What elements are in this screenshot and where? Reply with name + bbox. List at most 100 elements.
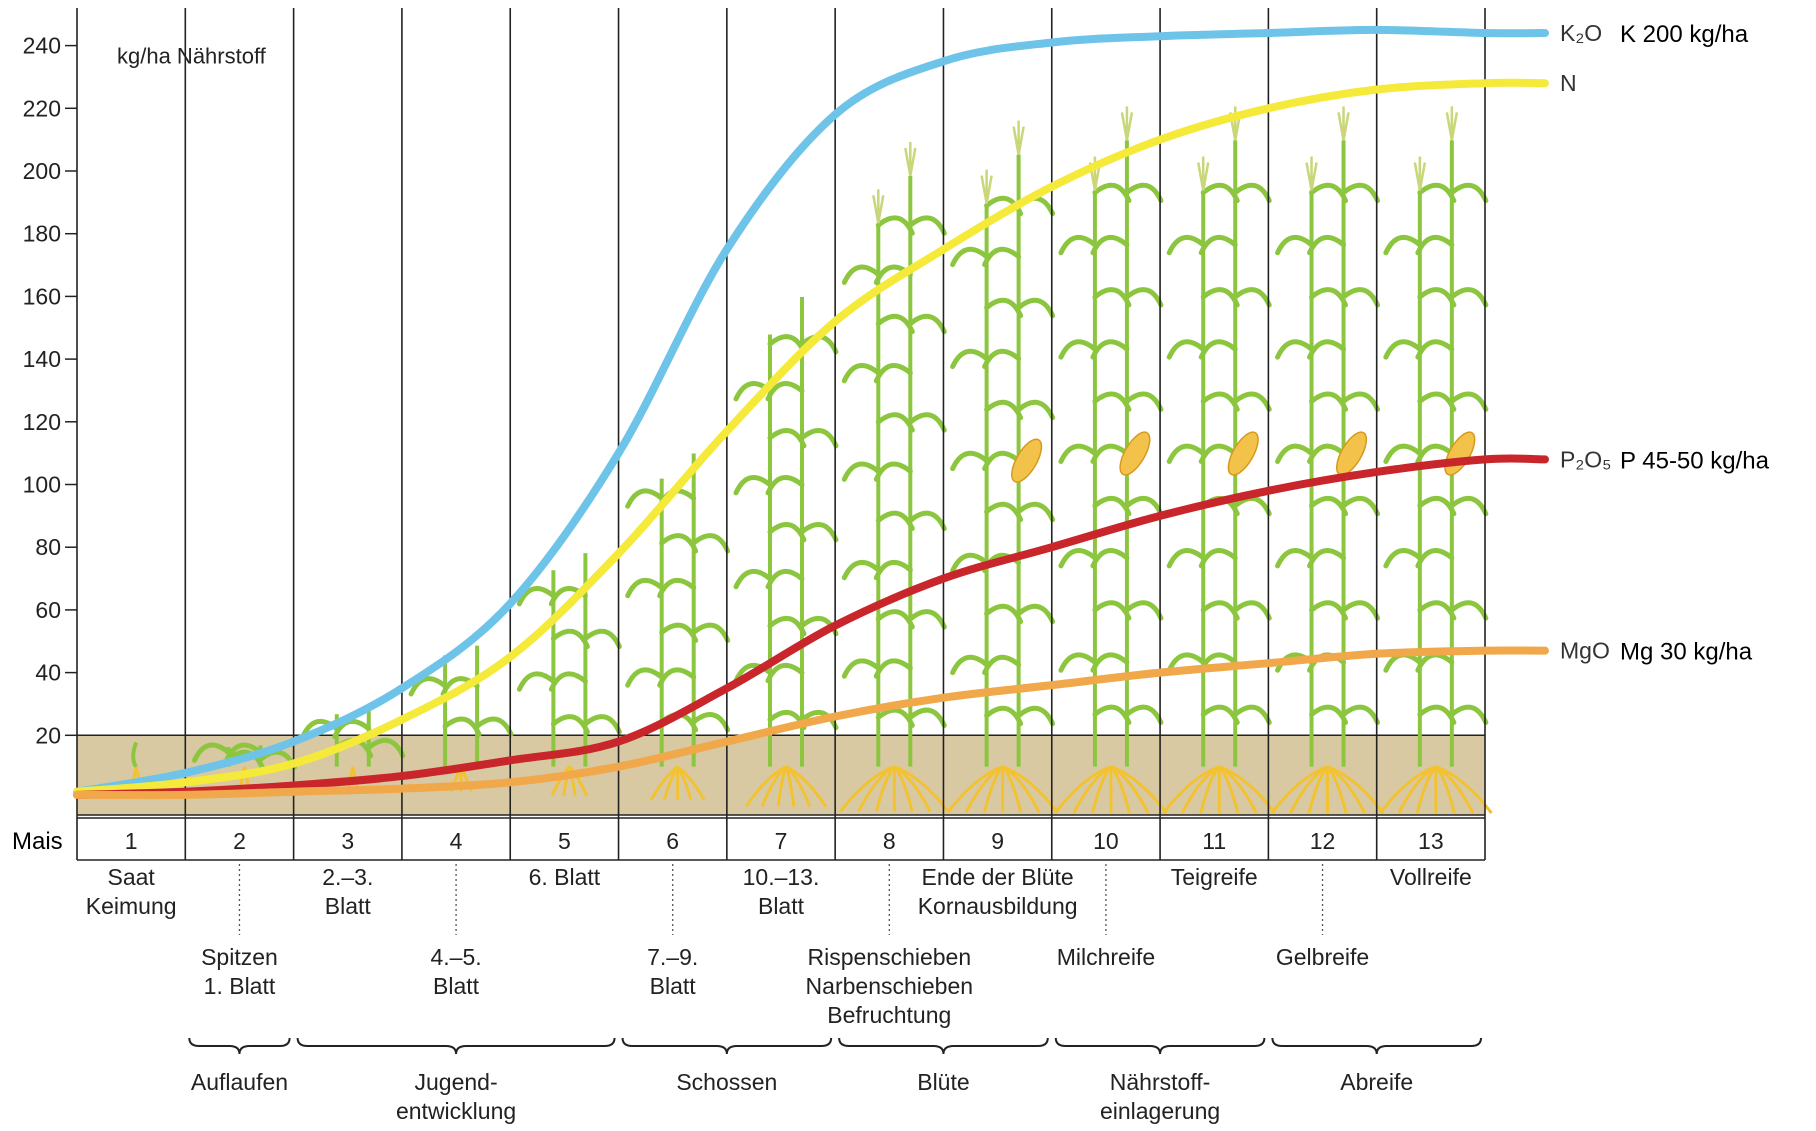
root (982, 765, 1004, 813)
series-name-0: K₂O (1560, 20, 1602, 46)
leaf (1092, 704, 1132, 725)
stage-note: 1. Blatt (204, 973, 276, 999)
series-name-1: N (1560, 70, 1577, 96)
leaf (873, 559, 913, 581)
phase-label-0: Auflaufen (191, 1069, 288, 1095)
stage-note: Rispenschieben (807, 944, 971, 970)
leaf (733, 475, 773, 496)
leaf (1124, 495, 1164, 517)
series-annotation-2: P 45-50 kg/ha (1620, 447, 1770, 474)
leaf (1449, 600, 1489, 621)
leaf (907, 313, 947, 335)
leaf (1307, 548, 1347, 569)
root (1435, 765, 1493, 814)
leaf (1016, 501, 1056, 523)
leaf (982, 450, 1022, 472)
series-annotation-0: K 200 kg/ha (1620, 21, 1749, 48)
stage-number-7: 7 (775, 828, 788, 854)
leaf (1166, 234, 1206, 256)
leaf (950, 450, 990, 472)
leaf (1124, 391, 1164, 412)
leaf (1016, 297, 1056, 319)
leaf (765, 381, 805, 402)
leaf (1307, 339, 1347, 360)
stage-note: Saat (107, 864, 155, 890)
leaf (1383, 548, 1423, 569)
leaf (408, 676, 448, 697)
leaf (982, 246, 1022, 268)
leaf (1383, 443, 1423, 465)
y-tick-label: 20 (35, 722, 61, 748)
series-line-0 (73, 25, 1549, 796)
leaf (366, 737, 406, 759)
leaf (1307, 234, 1347, 256)
leaf (625, 667, 665, 688)
stage-number-13: 13 (1418, 828, 1444, 854)
leaf (1309, 495, 1349, 517)
row-label: Mais (12, 828, 63, 855)
stage-note: Gelbreife (1276, 944, 1369, 970)
leaf (1198, 548, 1238, 569)
leaf (1092, 600, 1132, 621)
series-annotation-3: Mg 30 kg/ha (1620, 639, 1753, 666)
leaf (550, 714, 590, 735)
leaf (1200, 287, 1240, 308)
leaf (984, 399, 1024, 421)
phase-label-5: Abreife (1340, 1069, 1413, 1095)
leaf (1166, 652, 1206, 673)
leaf (982, 348, 1022, 370)
leaf (841, 264, 881, 285)
leaf (548, 671, 588, 692)
leaf (875, 510, 915, 532)
y-tick-label: 220 (23, 95, 61, 121)
leaf (841, 658, 881, 679)
stage-note: 7.–9. (647, 944, 698, 970)
leaf (1383, 339, 1423, 360)
leaf (550, 628, 590, 650)
leaf (1307, 443, 1347, 465)
leaf (657, 577, 697, 599)
grid-layer (76, 8, 1486, 861)
leaf (984, 603, 1024, 625)
stage-note: 6. Blatt (529, 864, 601, 890)
leaf (1092, 391, 1132, 412)
leaf (1232, 391, 1272, 412)
leaf (691, 533, 731, 554)
tassel (872, 189, 885, 224)
leaf (1309, 600, 1349, 621)
plant-illustration-13 (1378, 106, 1493, 814)
leaf (984, 297, 1024, 319)
stage-number-10: 10 (1093, 828, 1119, 854)
leaf (1275, 548, 1315, 569)
phase-brace (621, 1037, 833, 1055)
plants-layer (130, 106, 1493, 814)
leaf (907, 609, 947, 630)
leaf (1058, 339, 1098, 360)
leaf (1124, 287, 1164, 308)
leaf (657, 667, 697, 688)
stage-number-1: 1 (125, 828, 138, 854)
series-layer: K₂O K 200 kg/ha N P₂O₅ P 45-50 kg/ha MgO Mg 30… (73, 20, 1770, 800)
leaf (1166, 339, 1206, 360)
leaf (907, 215, 947, 236)
stage-number-11: 11 (1202, 828, 1226, 854)
y-tick-label: 200 (23, 158, 61, 184)
leaf (1415, 443, 1455, 465)
seedling (131, 741, 139, 768)
plant-illustration-7 (733, 296, 839, 808)
leaf (799, 709, 839, 731)
leaf (1232, 495, 1272, 517)
stage-note: Blatt (758, 893, 805, 919)
tassel (1120, 106, 1134, 141)
series-line-1 (73, 78, 1549, 796)
leaf (765, 568, 805, 590)
leaf (982, 654, 1022, 676)
phase-label-4: einlagerung (1100, 1098, 1220, 1124)
leaf (1415, 652, 1455, 673)
leaf (191, 742, 231, 763)
root (1090, 765, 1113, 814)
stage-note: Kornausbildung (918, 893, 1078, 919)
leaf (984, 501, 1024, 523)
stage-number-2: 2 (233, 828, 246, 854)
phase-brace (838, 1037, 1049, 1055)
